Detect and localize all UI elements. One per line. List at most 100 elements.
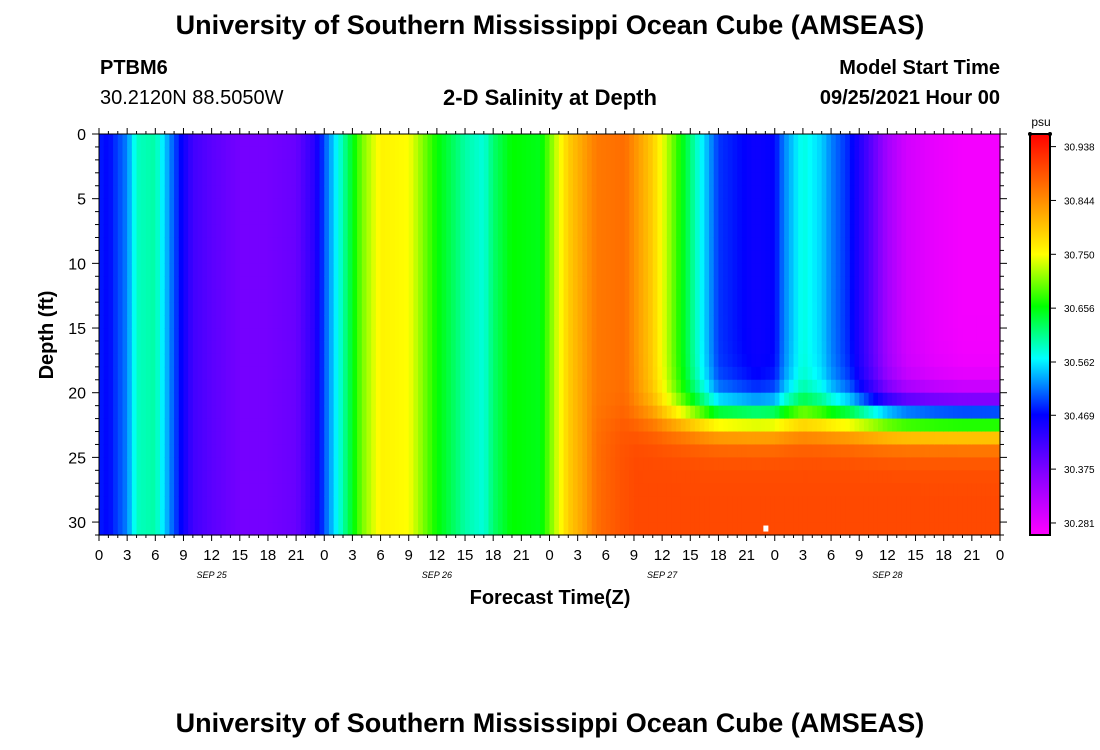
heatmap-cell	[272, 328, 278, 342]
heatmap-cell	[694, 289, 701, 303]
heatmap-cell	[572, 483, 579, 497]
heatmap-cell	[502, 159, 508, 174]
heatmap-cell	[131, 263, 138, 277]
heatmap-cell	[455, 289, 461, 303]
heatmap-cell	[535, 172, 541, 187]
heatmap-cell	[676, 431, 682, 446]
heatmap-cell	[103, 418, 109, 433]
heatmap-cell	[760, 470, 766, 484]
heatmap-cell	[643, 224, 649, 239]
heatmap-cell	[807, 198, 813, 213]
heatmap-cell	[770, 392, 776, 407]
heatmap-cell	[418, 405, 424, 420]
heatmap-cell	[183, 315, 189, 329]
heatmap-cell	[821, 159, 827, 174]
heatmap-cell	[479, 172, 485, 187]
heatmap-cell	[455, 353, 461, 368]
heatmap-cell	[849, 353, 856, 368]
heatmap-cell	[150, 392, 156, 407]
heatmap-cell	[845, 276, 851, 290]
heatmap-cell	[807, 302, 813, 316]
heatmap-cell	[380, 379, 386, 394]
heatmap-cell	[145, 496, 152, 510]
heatmap-cell	[343, 134, 349, 148]
heatmap-cell	[845, 328, 851, 342]
heatmap-cell	[394, 224, 400, 239]
heatmap-cell	[469, 366, 476, 381]
heatmap-cell	[206, 172, 213, 187]
heatmap-cell	[694, 159, 701, 174]
heatmap-cell	[798, 302, 804, 316]
heatmap-cell	[455, 250, 461, 264]
heatmap-cell	[174, 340, 180, 355]
heatmap-cell	[849, 496, 856, 510]
heatmap-cell	[333, 366, 339, 381]
heatmap-cell	[235, 457, 241, 471]
heatmap-cell	[718, 483, 724, 497]
heatmap-cell	[136, 134, 142, 148]
heatmap-cell	[380, 315, 386, 329]
heatmap-cell	[427, 366, 433, 381]
heatmap-cell	[798, 340, 804, 355]
heatmap-cell	[455, 418, 461, 433]
heatmap-cell	[741, 224, 748, 239]
heatmap-cell	[99, 159, 105, 174]
heatmap-cell	[155, 198, 161, 213]
heatmap-cell	[286, 457, 292, 471]
heatmap-cell	[150, 211, 156, 226]
heatmap-cell	[328, 211, 335, 226]
heatmap-cell	[680, 276, 687, 290]
heatmap-cell	[319, 211, 325, 226]
heatmap-cell	[399, 211, 405, 226]
heatmap-cell	[155, 457, 161, 471]
heatmap-cell	[296, 470, 302, 484]
heatmap-cell	[807, 509, 813, 523]
heatmap-cell	[347, 366, 353, 381]
heatmap-cell	[258, 328, 264, 342]
heatmap-cell	[183, 496, 189, 510]
heatmap-cell	[465, 302, 471, 316]
heatmap-cell	[549, 250, 555, 264]
heatmap-cell	[493, 224, 499, 239]
heatmap-cell	[751, 483, 757, 497]
heatmap-cell	[404, 224, 410, 239]
heatmap-cell	[230, 340, 236, 355]
heatmap-cell	[544, 470, 551, 484]
heatmap-cell	[408, 496, 415, 510]
heatmap-cell	[460, 405, 466, 420]
heatmap-cell	[497, 340, 504, 355]
heatmap-cell	[741, 496, 748, 510]
heatmap-cell	[488, 392, 494, 407]
heatmap-cell	[380, 457, 386, 471]
heatmap-cell	[831, 366, 837, 381]
heatmap-cell	[835, 379, 842, 394]
heatmap-cell	[164, 457, 170, 471]
heatmap-cell	[666, 418, 673, 433]
heatmap-cell	[526, 289, 532, 303]
heatmap-cell	[544, 172, 551, 187]
heatmap-cell	[446, 211, 452, 226]
heatmap-cell	[108, 134, 114, 148]
heatmap-cell	[648, 418, 654, 433]
heatmap-cell	[422, 172, 429, 187]
heatmap-cell	[840, 457, 846, 471]
heatmap-cell	[798, 392, 804, 407]
heatmap-cell	[488, 509, 494, 523]
heatmap-cell	[507, 366, 513, 381]
heatmap-cell	[479, 276, 485, 290]
heatmap-cell	[835, 146, 842, 161]
heatmap-cell	[174, 444, 180, 458]
heatmap-cell	[741, 509, 748, 523]
heatmap-cell	[465, 470, 471, 484]
heatmap-cell	[849, 315, 856, 329]
heatmap-cell	[465, 328, 471, 342]
heatmap-cell	[436, 457, 443, 471]
heatmap-cell	[225, 172, 231, 187]
heatmap-cell	[624, 457, 630, 471]
heatmap-cell	[713, 315, 720, 329]
heatmap-cell	[324, 224, 330, 239]
heatmap-cell	[394, 146, 400, 161]
heatmap-cell	[183, 457, 189, 471]
heatmap-cell	[399, 496, 405, 510]
heatmap-cell	[802, 159, 809, 174]
